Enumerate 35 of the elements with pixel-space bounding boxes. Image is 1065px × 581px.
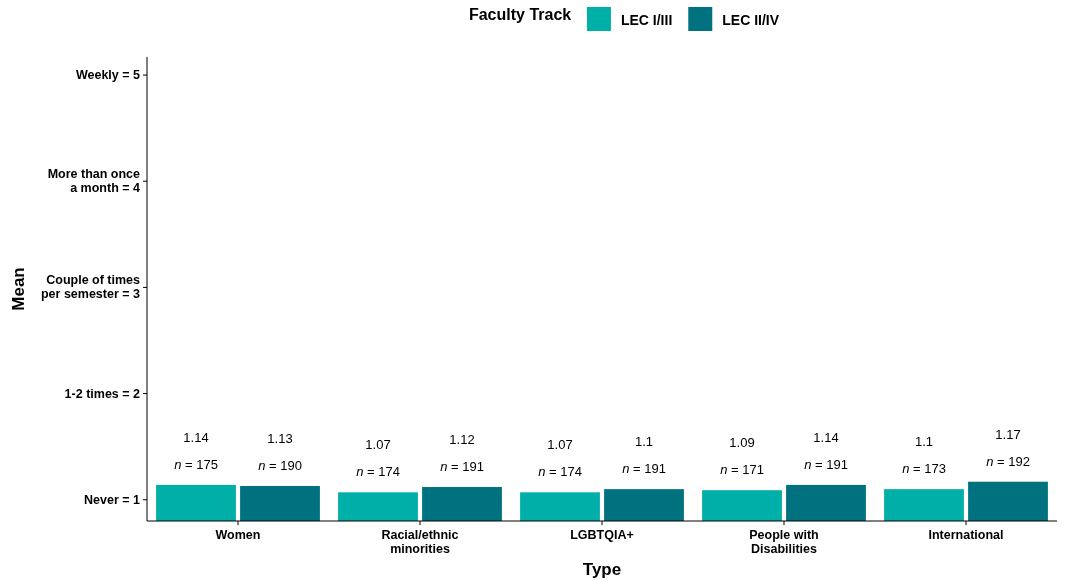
annotation: n = 173: [902, 461, 946, 477]
data-label: 1.14: [813, 429, 839, 445]
x-tick-label: Racial/ethnic minorities: [381, 528, 459, 556]
data-label: 1.1: [914, 434, 934, 450]
y-axis-title: Mean: [9, 267, 28, 311]
data-label: 1.14: [183, 429, 209, 445]
y-tick-label: 1-2 times = 2: [64, 386, 141, 401]
data-label: 1.09: [729, 435, 755, 451]
x-tick-label: People with Disabilities: [749, 528, 819, 556]
data-label: 1.1: [634, 434, 654, 450]
y-tick-label: Never = 1: [84, 492, 141, 507]
data-label: 1.07: [365, 437, 391, 453]
annotation: n = 190: [258, 457, 302, 473]
annotation: n = 174: [538, 464, 582, 480]
annotation: n = 171: [720, 462, 764, 478]
data-label: 1.17: [995, 426, 1021, 442]
data-label: 1.13: [267, 430, 293, 446]
x-tick-label: International: [928, 528, 1004, 542]
annotation: n = 191: [622, 461, 666, 477]
annotation: n = 175: [174, 456, 218, 472]
x-tick-label: Women: [215, 528, 261, 542]
data-label: 1.12: [449, 432, 475, 448]
x-tick-label: LGBTQIA+: [570, 528, 634, 542]
y-tick-label: More than once a month = 4: [47, 167, 141, 196]
x-axis-title: Type: [582, 560, 622, 579]
y-tick-label: Couple of times per semester = 3: [40, 273, 141, 302]
data-label: 1.07: [547, 437, 573, 453]
annotation: n = 191: [804, 456, 848, 472]
legend-title: Faculty Track: [468, 6, 572, 23]
annotation: n = 174: [356, 464, 400, 480]
annotation: n = 191: [440, 459, 484, 475]
y-tick-label: Weekly = 5: [75, 68, 141, 83]
legend-label: LEC I/III: [620, 12, 673, 28]
legend-label: LEC II/IV: [722, 12, 780, 28]
annotation: n = 192: [986, 453, 1030, 469]
